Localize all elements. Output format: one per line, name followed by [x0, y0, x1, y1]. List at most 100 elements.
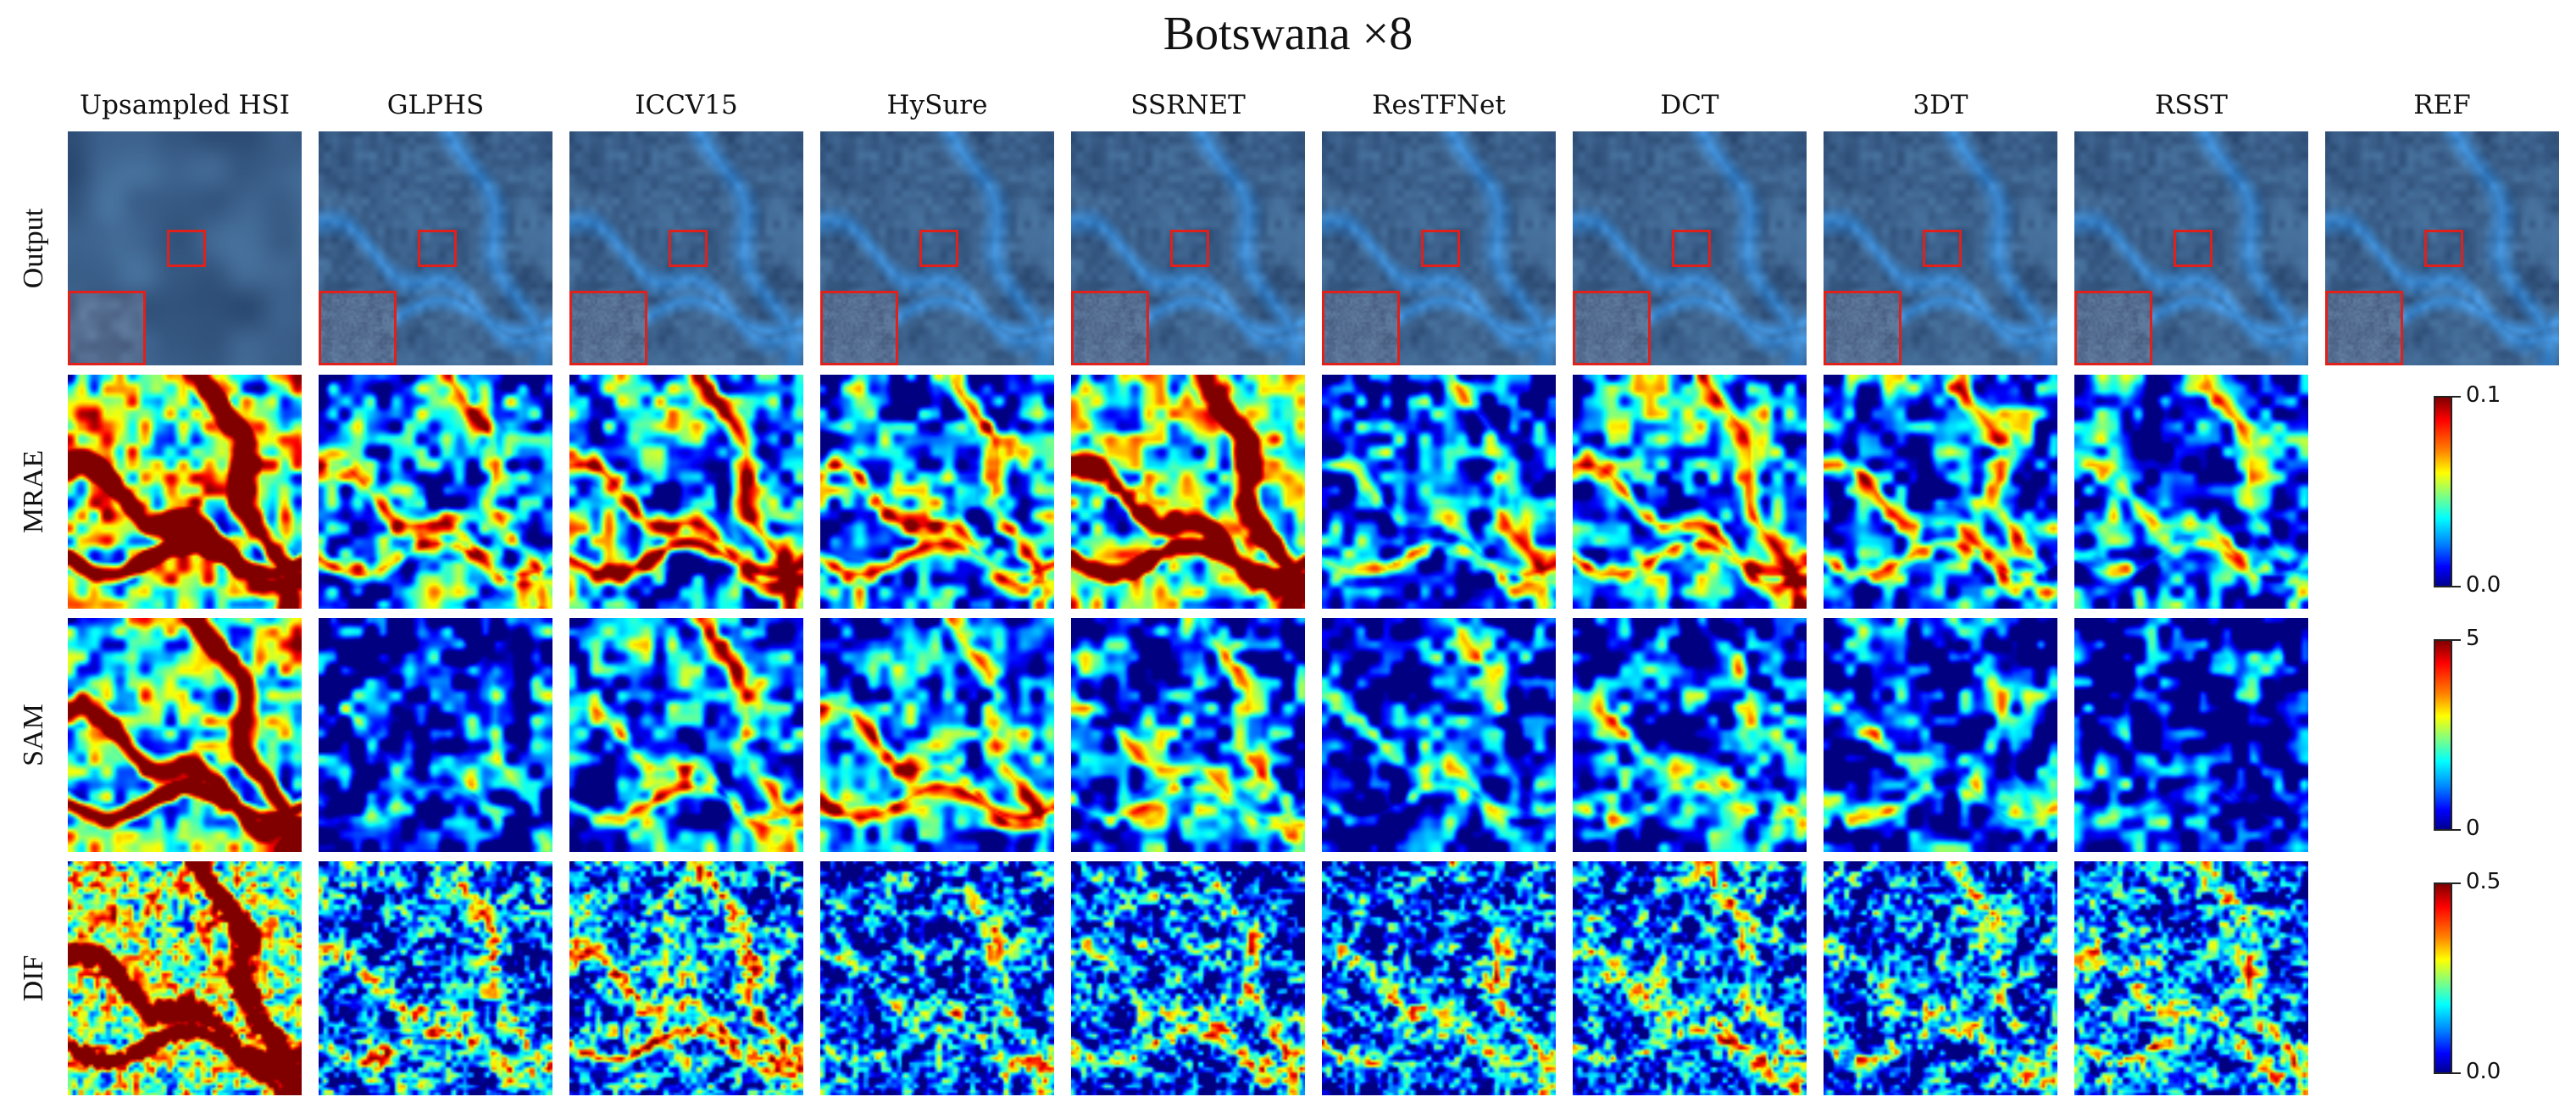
column-label-upsampled-hsi: Upsampled HSI: [79, 90, 291, 120]
output-restfnet: [1322, 131, 1556, 365]
roi-zoom-image: [70, 293, 143, 363]
dif-map-iccv15: [569, 861, 803, 1095]
roi-zoom-image: [1324, 293, 1397, 363]
roi-zoom-inset: [569, 291, 647, 365]
row-label-text: Output: [18, 208, 49, 289]
sam-map-iccv15: [569, 618, 803, 852]
dif-map-3dt: [1824, 861, 2057, 1095]
error-heatmap: [1573, 861, 1807, 1095]
error-heatmap: [1824, 618, 2057, 852]
colorbar-min-label: 0: [2466, 816, 2480, 841]
roi-zoom-image: [1575, 293, 1648, 363]
colorbar-mrae: [2434, 396, 2452, 587]
mrae-map-rsst: [2074, 375, 2308, 609]
roi-zoom-inset: [319, 291, 397, 365]
output-dct: [1573, 131, 1807, 365]
error-heatmap: [68, 861, 302, 1095]
roi-box: [418, 230, 457, 267]
error-heatmap: [569, 375, 803, 609]
output-3dt: [1824, 131, 2057, 365]
error-heatmap: [1071, 375, 1305, 609]
colorbar-tick: [2452, 639, 2461, 641]
colorbar-max-label: 0.5: [2466, 869, 2501, 894]
colorbar-tick: [2452, 586, 2461, 587]
colorbar-min-label: 0.0: [2466, 572, 2501, 598]
error-heatmap: [569, 618, 803, 852]
roi-box: [1923, 230, 1962, 267]
mrae-map-upsampled-hsi: [68, 375, 302, 609]
colorbar-max-label: 5: [2466, 626, 2480, 651]
error-heatmap: [820, 861, 1054, 1095]
column-label-glphs: GLPHS: [386, 90, 485, 120]
output-iccv15: [569, 131, 803, 365]
roi-zoom-image: [321, 293, 394, 363]
roi-box: [167, 230, 206, 267]
output-glphs: [319, 131, 552, 365]
error-heatmap: [68, 618, 302, 852]
row-label-text: DIF: [18, 955, 49, 1002]
column-label-ref: REF: [2413, 90, 2471, 120]
colorbar-tick: [2452, 396, 2461, 398]
dif-map-glphs: [319, 861, 552, 1095]
error-heatmap: [2074, 375, 2308, 609]
roi-box: [919, 230, 958, 267]
roi-zoom-image: [572, 293, 645, 363]
error-heatmap: [1071, 861, 1305, 1095]
column-label-restfnet: ResTFNet: [1372, 90, 1506, 120]
output-upsampled-hsi: [68, 131, 302, 365]
error-heatmap: [1573, 375, 1807, 609]
roi-zoom-image: [1826, 293, 1899, 363]
colorbar-max-label: 0.1: [2466, 382, 2501, 408]
column-label-dct: DCT: [1660, 90, 1719, 120]
dif-map-restfnet: [1322, 861, 1556, 1095]
colorbar-tick: [2452, 1072, 2461, 1074]
roi-zoom-inset: [820, 291, 898, 365]
error-heatmap: [1322, 375, 1556, 609]
row-label-text: MRAE: [18, 449, 49, 534]
column-label-rsst: RSST: [2155, 90, 2228, 120]
error-heatmap: [1824, 861, 2057, 1095]
error-heatmap: [2074, 618, 2308, 852]
mrae-map-dct: [1573, 375, 1807, 609]
roi-zoom-image: [2328, 293, 2401, 363]
sam-map-rsst: [2074, 618, 2308, 852]
dif-map-dct: [1573, 861, 1807, 1095]
roi-box: [669, 230, 708, 267]
roi-box: [2174, 230, 2212, 267]
dif-map-ssrnet: [1071, 861, 1305, 1095]
roi-box: [1421, 230, 1460, 267]
dif-map-hysure: [820, 861, 1054, 1095]
row-label-text: SAM: [18, 704, 49, 766]
error-heatmap: [820, 618, 1054, 852]
dif-map-upsampled-hsi: [68, 861, 302, 1095]
sam-map-hysure: [820, 618, 1054, 852]
column-label-iccv15: ICCV15: [635, 90, 738, 120]
roi-zoom-inset: [2325, 291, 2403, 365]
output-rsst: [2074, 131, 2308, 365]
mrae-map-glphs: [319, 375, 552, 609]
colorbar-tick: [2452, 829, 2461, 831]
roi-zoom-image: [823, 293, 896, 363]
output-hysure: [820, 131, 1054, 365]
mrae-map-3dt: [1824, 375, 2057, 609]
sam-map-glphs: [319, 618, 552, 852]
error-heatmap: [2074, 861, 2308, 1095]
mrae-map-hysure: [820, 375, 1054, 609]
column-label-3dt: 3DT: [1913, 90, 1968, 120]
error-heatmap: [68, 375, 302, 609]
roi-box: [1672, 230, 1711, 267]
roi-zoom-image: [1074, 293, 1146, 363]
error-heatmap: [319, 618, 552, 852]
sam-map-restfnet: [1322, 618, 1556, 852]
colorbar-sam: [2434, 639, 2452, 831]
colorbar-tick: [2452, 882, 2461, 884]
sam-map-dct: [1573, 618, 1807, 852]
output-ref: [2325, 131, 2559, 365]
error-heatmap: [319, 375, 552, 609]
error-heatmap: [569, 861, 803, 1095]
roi-zoom-inset: [1322, 291, 1400, 365]
sam-map-upsampled-hsi: [68, 618, 302, 852]
error-heatmap: [1322, 618, 1556, 852]
output-ssrnet: [1071, 131, 1305, 365]
roi-zoom-inset: [1071, 291, 1149, 365]
